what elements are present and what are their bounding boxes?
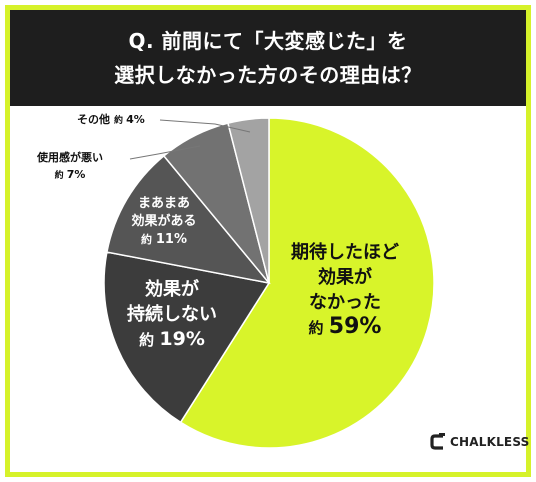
slice-value-label-2: 約 11% xyxy=(141,232,187,247)
leader-line-3 xyxy=(129,145,201,160)
logo-text: CHALKLESS xyxy=(450,435,530,449)
chart-title: Q. 前問にて「大変感じた」を 選択しなかった方のその理由は？ xyxy=(10,10,526,106)
slice-label-0-line-2: なかった xyxy=(309,292,381,313)
chalkless-logo: CHALKLESS xyxy=(430,433,529,451)
chart-frame: Q. 前問にて「大変感じた」を 選択しなかった方のその理由は？ xyxy=(5,5,531,477)
slice-value-label-3: 約 7% xyxy=(55,168,86,181)
chart-title-line-1: Q. 前問にて「大変感じた」を xyxy=(128,29,408,53)
slice-label-3-line-0: 使用感が悪い xyxy=(36,150,103,164)
slice-label-4-line-0: その他 xyxy=(77,112,110,126)
pie-slice-1 xyxy=(103,251,271,424)
slice-label-1-line-1: 持続しない xyxy=(127,303,217,325)
pie-slice-2 xyxy=(106,154,271,285)
pie-slice-0 xyxy=(179,117,435,449)
slice-value-label-1: 約 19% xyxy=(139,328,205,350)
slice-label-0-line-1: 効果が xyxy=(318,266,372,288)
slice-label-2-line-1: 効果がある xyxy=(131,213,196,229)
chart-title-line-2: 選択しなかった方のその理由は？ xyxy=(114,63,422,87)
leader-line-4 xyxy=(159,119,251,133)
slice-value-label-4: 約 4% xyxy=(114,113,145,126)
slice-value-label-0: 約 59% xyxy=(309,314,382,339)
pie-slice-4 xyxy=(227,117,270,284)
chalkless-c-logo-icon xyxy=(430,433,446,451)
slice-label-0-line-0: 期待したほど xyxy=(291,241,399,263)
slice-label-2-line-0: まあまあ xyxy=(138,196,190,211)
slice-label-1-line-0: 効果が xyxy=(145,278,199,300)
